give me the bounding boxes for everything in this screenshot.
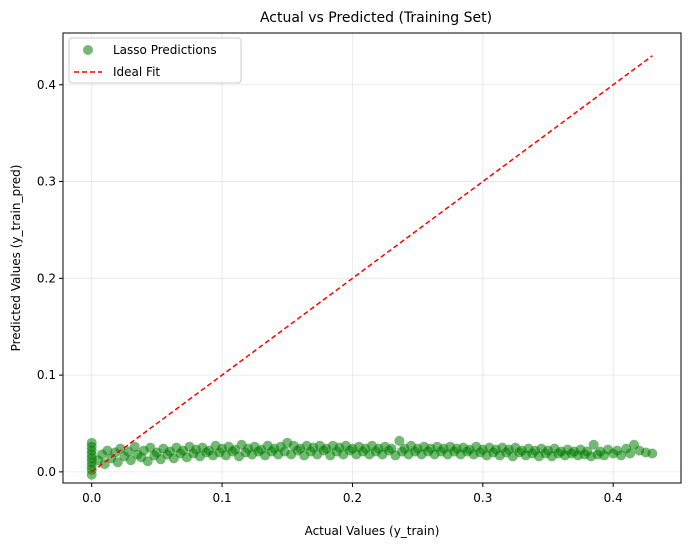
scatter-point [99, 459, 110, 470]
scatter-point [129, 441, 140, 452]
plot-frame [62, 32, 682, 484]
scatter-point [125, 455, 136, 466]
x-axis-label: Actual Values (y_train) [305, 524, 440, 538]
scatter-point [115, 443, 126, 454]
scatter-point [112, 457, 123, 468]
grid [63, 33, 681, 483]
legend-label-lasso-predictions: Lasso Predictions [113, 43, 217, 57]
scatter-points [86, 435, 658, 480]
y-tick-label: 0.0 [37, 465, 56, 479]
y-axis-label: Predicted Values (y_train_pred) [9, 165, 23, 352]
scatter-point [588, 439, 599, 450]
y-tick-label: 0.2 [37, 271, 56, 285]
chart-title: Actual vs Predicted (Training Set) [260, 10, 492, 26]
ideal-fit-line-group [91, 55, 653, 473]
scatter-point [142, 456, 153, 467]
scatter-point [647, 448, 658, 459]
scatter-point [102, 445, 113, 456]
legend-box [68, 37, 242, 84]
legend-label-ideal-fit: Ideal Fit [113, 65, 160, 79]
scatter-point [625, 448, 636, 459]
x-tick-label: 0.1 [213, 491, 232, 505]
y-axis: 0.0 0.1 0.2 0.3 0.4 [37, 78, 63, 479]
y-tick-label: 0.4 [37, 78, 56, 92]
y-tick-label: 0.3 [37, 175, 56, 189]
plot-area-background [63, 33, 681, 483]
ideal-fit-line [91, 55, 653, 473]
x-tick-label: 0.2 [343, 491, 362, 505]
x-tick-label: 0.0 [82, 491, 101, 505]
legend: Lasso Predictions Ideal Fit [68, 37, 242, 84]
legend-marker-lasso-predictions [83, 45, 93, 55]
x-axis: 0.0 0.1 0.2 0.3 0.4 [82, 483, 623, 505]
x-tick-label: 0.3 [473, 491, 492, 505]
scatter-point [86, 437, 97, 448]
x-tick-label: 0.4 [604, 491, 623, 505]
scatter-point [616, 450, 627, 461]
scatter-point [394, 435, 405, 446]
y-tick-label: 0.1 [37, 368, 56, 382]
